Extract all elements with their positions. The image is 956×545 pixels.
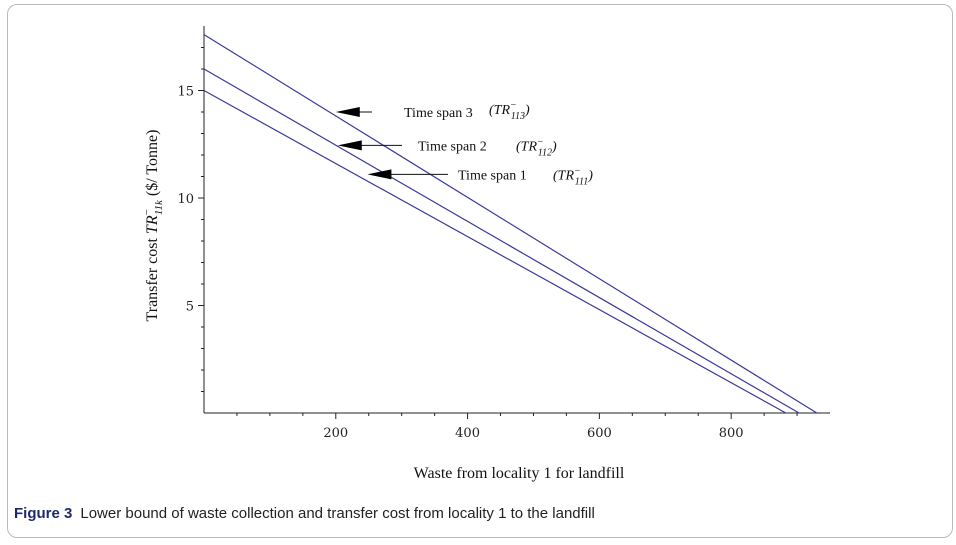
x-tick-label: 600 <box>587 426 612 441</box>
annotation-label: Time span 1 <box>458 168 527 183</box>
figure-frame <box>7 4 953 538</box>
caption-label: Figure 3 <box>14 505 73 522</box>
series-line-3 <box>203 34 818 414</box>
annotation-label: Time span 2 <box>418 139 487 154</box>
annotation-math: (TR− 113) <box>489 100 530 122</box>
series-group <box>203 34 818 414</box>
series-line-1 <box>203 89 787 414</box>
y-tick-label: 15 <box>177 85 194 100</box>
figure-caption: Figure 3 Lower bound of waste collection … <box>14 505 595 522</box>
x-tick-label: 200 <box>323 426 348 441</box>
y-axis-title-text: Transfer cost TR−11k ($/ Tonne) <box>141 130 165 322</box>
annotation-group: Time span 3 (TR− 113) Time span 2 (TR− 112) Ti… <box>335 100 593 187</box>
series-line-2 <box>203 68 800 414</box>
y-axis-title: Transfer cost TR−11k ($/ Tonne) <box>141 130 165 322</box>
annotation-arrow-head <box>337 140 362 151</box>
x-tick-label: 400 <box>455 426 480 441</box>
y-tick-label: 5 <box>186 300 194 315</box>
chart-axes: 200 400 600 800 5 10 15 <box>177 26 830 441</box>
annotation-math: (TR− 112) <box>516 136 557 158</box>
annotation-label: Time span 3 <box>404 106 473 121</box>
annotation-arrow-head <box>367 169 392 180</box>
caption-text: Lower bound of waste collection and tran… <box>80 505 595 522</box>
x-tick-label: 800 <box>719 426 744 441</box>
annotation-arrow-head <box>335 107 360 117</box>
annotation-math: (TR− 111) <box>553 165 593 187</box>
y-tick-label: 10 <box>177 192 194 207</box>
x-axis-title: Waste from locality 1 for landfill <box>414 465 625 482</box>
